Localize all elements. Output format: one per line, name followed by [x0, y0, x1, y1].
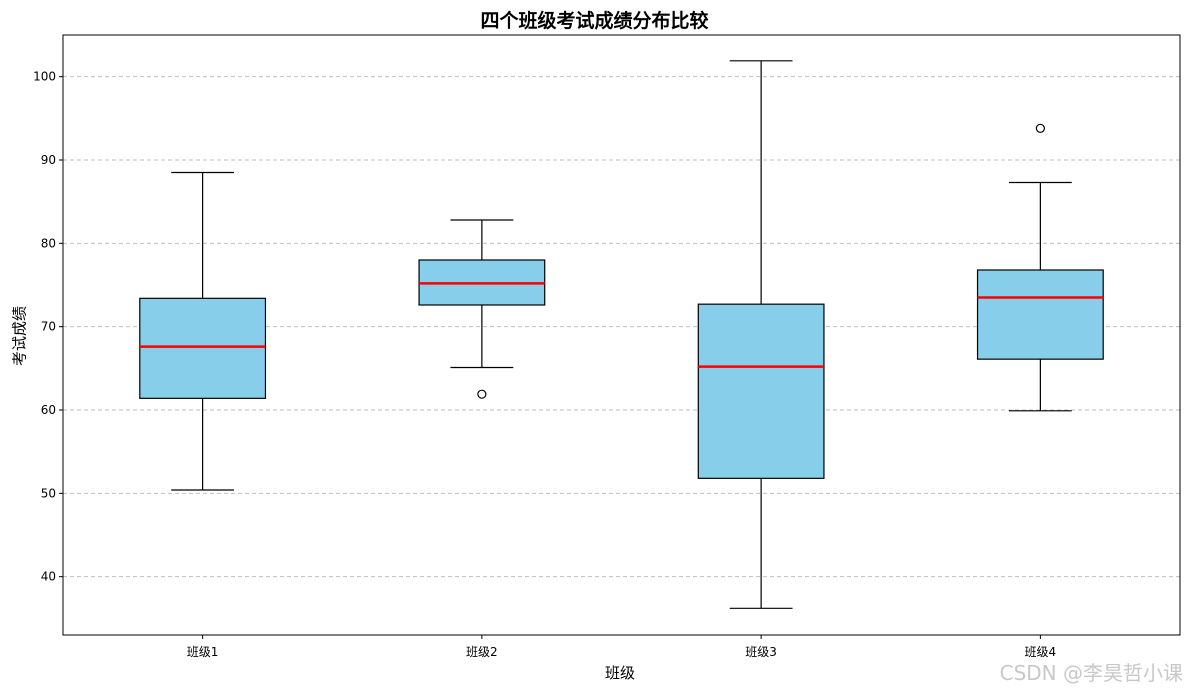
box-group — [139, 171, 267, 491]
x-tick-label: 班级3 — [745, 645, 777, 659]
box-iqr — [697, 303, 825, 479]
y-tick-label: 100 — [33, 70, 56, 84]
x-axis-label: 班级 — [604, 664, 635, 682]
x-tick-label: 班级4 — [1025, 645, 1057, 659]
box-group — [976, 123, 1104, 412]
y-tick-label: 60 — [41, 403, 56, 417]
y-tick-label: 50 — [41, 486, 56, 500]
outlier-point — [1035, 123, 1045, 133]
box-series — [139, 60, 1104, 609]
y-tick-label: 70 — [41, 320, 56, 334]
x-axis-ticks: 班级1 班级2 班级3 班级4 — [187, 635, 1056, 659]
y-axis-label: 考试成绩 — [10, 305, 29, 367]
y-tick-label: 40 — [41, 570, 56, 584]
plot-area-frame — [62, 34, 1181, 636]
watermark: CSDN @李昊哲小课 — [999, 661, 1183, 685]
chart-title: 四个班级考试成绩分布比较 — [480, 10, 709, 32]
y-axis-ticks: 40 50 60 70 80 90 100 — [33, 70, 63, 584]
x-tick-label: 班级1 — [187, 645, 219, 659]
outlier-point — [477, 389, 487, 399]
y-tick-label: 90 — [41, 153, 56, 167]
box-iqr — [976, 269, 1104, 360]
box-group — [418, 219, 546, 399]
box-iqr — [139, 297, 267, 399]
y-tick-label: 80 — [41, 236, 56, 250]
x-tick-label: 班级2 — [466, 645, 498, 659]
box-group — [697, 60, 825, 609]
